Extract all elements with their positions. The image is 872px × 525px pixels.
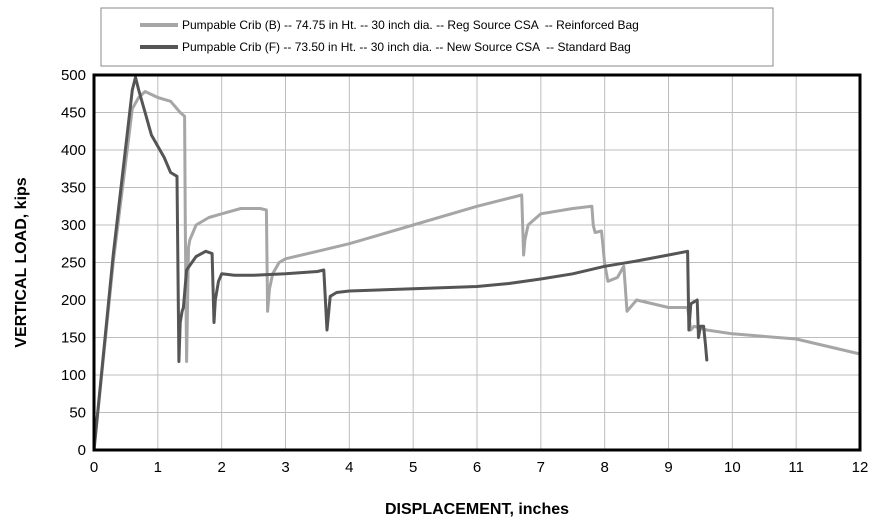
x-tick-label: 1 — [154, 459, 162, 476]
x-tick-label: 9 — [664, 459, 672, 476]
x-tick-label: 5 — [409, 459, 417, 476]
y-axis-title: VERTICAL LOAD, kips — [13, 177, 30, 347]
series-line-crib-f — [92, 75, 709, 452]
series-layer — [92, 75, 862, 452]
x-tick-label: 11 — [788, 459, 804, 476]
legend: Pumpable Crib (B) -- 74.75 in Ht. -- 30 … — [100, 7, 774, 67]
legend-entry-series-b: Pumpable Crib (B) -- 74.75 in Ht. -- 30 … — [182, 18, 639, 32]
x-tick-label: 4 — [345, 459, 353, 476]
y-tick-label: 0 — [78, 442, 86, 459]
y-tick-label: 450 — [61, 105, 86, 122]
legend-entry-series-f: Pumpable Crib (F) -- 73.50 in Ht. -- 30 … — [182, 40, 631, 54]
y-tick-label: 400 — [61, 142, 86, 159]
y-tick-labels: 0 50 100 150 200 250 300 350 400 450 500 — [61, 67, 86, 459]
y-tick-label: 300 — [61, 217, 86, 234]
y-tick-label: 150 — [61, 330, 86, 347]
x-tick-label: 2 — [217, 459, 225, 476]
y-tick-label: 250 — [61, 255, 86, 272]
x-tick-label: 10 — [724, 459, 741, 476]
legend-box — [100, 7, 774, 67]
x-tick-label: 3 — [281, 459, 289, 476]
x-tick-label: 7 — [537, 459, 545, 476]
x-tick-label: 12 — [852, 459, 869, 476]
grid-lines — [93, 74, 861, 451]
x-tick-label: 6 — [473, 459, 481, 476]
plot-area-frame — [92, 73, 862, 452]
x-tick-label: 0 — [90, 459, 98, 476]
x-axis-title: DISPLACEMENT, inches — [385, 501, 569, 518]
x-tick-labels: 0 1 2 3 4 5 6 7 8 9 10 11 12 — [90, 459, 869, 476]
y-tick-label: 500 — [61, 67, 86, 84]
x-tick-label: 8 — [600, 459, 608, 476]
series-line-crib-b — [92, 90, 862, 452]
y-tick-label: 200 — [61, 292, 86, 309]
y-tick-label: 350 — [61, 180, 86, 197]
y-tick-label: 50 — [69, 405, 86, 422]
y-tick-label: 100 — [61, 367, 86, 384]
